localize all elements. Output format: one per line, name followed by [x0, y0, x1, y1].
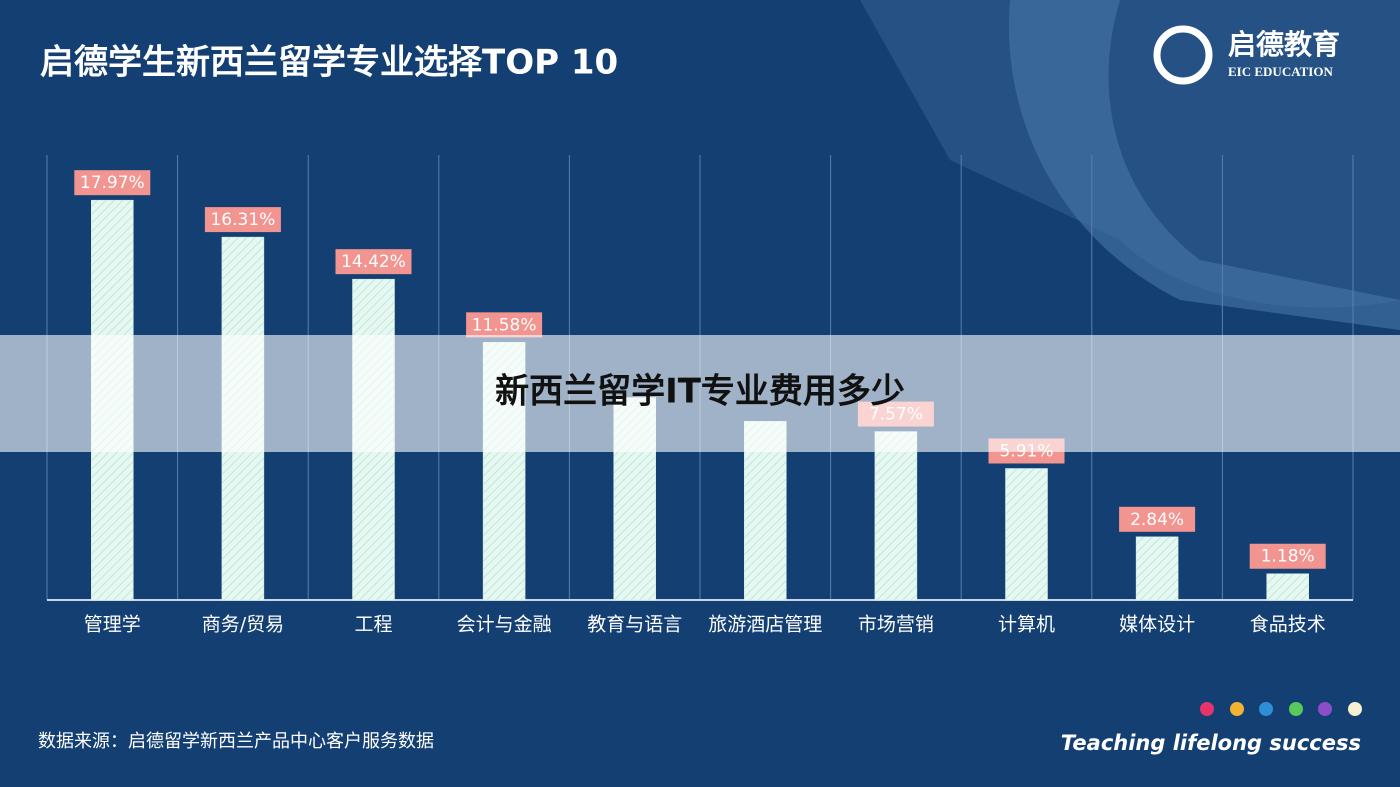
x-tick-label: 工程: [354, 614, 392, 636]
x-tick-label: 教育与语言: [587, 614, 682, 636]
x-tick-label: 旅游酒店管理: [708, 614, 822, 636]
value-label: 17.97%: [80, 173, 145, 193]
dot: [1200, 702, 1214, 716]
value-label: 14.42%: [341, 252, 406, 272]
dot: [1318, 702, 1332, 716]
bar: [1135, 536, 1179, 601]
value-label-box: [466, 312, 543, 338]
dot: [1348, 702, 1362, 716]
value-label: 11.58%: [472, 315, 537, 335]
x-tick-label: 商务/贸易: [202, 614, 284, 636]
value-label-box: [204, 207, 281, 233]
bar: [1005, 468, 1048, 601]
logo-name: 启德教育: [1228, 28, 1340, 61]
x-tick-label: 管理学: [84, 614, 141, 636]
value-label-box: [335, 249, 412, 275]
dot: [1289, 702, 1303, 716]
bar: [874, 431, 918, 601]
value-label-box: [1119, 506, 1196, 532]
x-tick-label: 媒体设计: [1119, 614, 1195, 636]
x-tick-label: 市场营销: [858, 614, 934, 636]
value-label-box: [74, 170, 151, 196]
dot: [1259, 702, 1273, 716]
x-tick-label: 食品技术: [1250, 614, 1326, 636]
x-tick-label: 会计与金融: [457, 614, 552, 636]
value-label: 2.84%: [1130, 510, 1184, 530]
bar: [1266, 573, 1309, 601]
value-label: 16.31%: [210, 210, 275, 230]
logo-subtitle: EIC EDUCATION: [1228, 64, 1333, 79]
x-tick-label: 计算机: [998, 614, 1055, 636]
chart-title: 启德学生新西兰留学专业选择TOP 10: [40, 43, 618, 83]
value-label-box: [1249, 543, 1326, 569]
value-label: 1.18%: [1261, 547, 1315, 567]
logo-icon: [1153, 25, 1213, 85]
dots: [1200, 702, 1362, 716]
deco-shape: [860, 0, 1400, 308]
logo: 启德教育 EIC EDUCATION: [1153, 25, 1340, 85]
deco-shape: [1008, 0, 1400, 330]
dot: [1230, 702, 1244, 716]
banner-text: 新西兰留学IT专业费用多少: [495, 372, 905, 412]
source: 数据来源：启德留学新西兰产品中心客户服务数据: [38, 731, 434, 752]
banner: [0, 335, 1400, 452]
slogan: Teaching lifelong success: [1061, 731, 1361, 755]
